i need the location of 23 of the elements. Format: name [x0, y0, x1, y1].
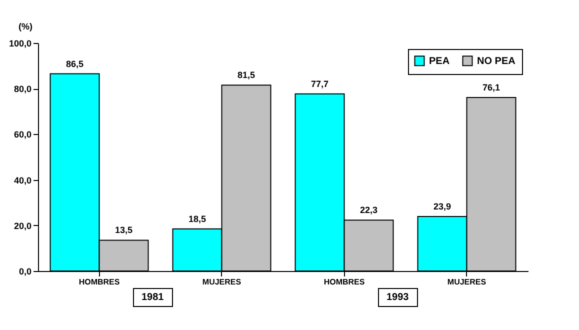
- text: 1993: [378, 288, 418, 307]
- x-tick-label: MUJERES: [447, 278, 487, 286]
- x-tick-label: MUJERES: [202, 278, 242, 286]
- x-tick-label: HOMBRES: [324, 278, 366, 286]
- data-label: 23,9: [433, 202, 452, 212]
- data-label: 81,5: [237, 70, 256, 80]
- y-tick-label: 80,0: [14, 84, 32, 94]
- y-axis-title: (%): [18, 22, 32, 32]
- data-label: 13,5: [114, 225, 133, 236]
- data-label: 76,1: [482, 82, 500, 92]
- y-tick-label: 60,0: [14, 130, 32, 140]
- legend-label: NO PEA: [477, 56, 516, 67]
- data-label: 22,3: [360, 205, 378, 216]
- y-tick-label: 0,0: [18, 266, 32, 276]
- data-label: 77,7: [310, 78, 329, 89]
- y-tick-label: 100,0: [8, 38, 32, 48]
- text: 1981: [132, 288, 173, 307]
- x-tick-label: HOMBRES: [78, 278, 120, 286]
- data-label: 18,5: [188, 214, 206, 224]
- y-tick-label: 20,0: [14, 220, 32, 231]
- y-tick-label: 40,0: [14, 175, 32, 186]
- legend-label: PEA: [429, 56, 450, 67]
- data-label: 86,5: [66, 58, 84, 69]
